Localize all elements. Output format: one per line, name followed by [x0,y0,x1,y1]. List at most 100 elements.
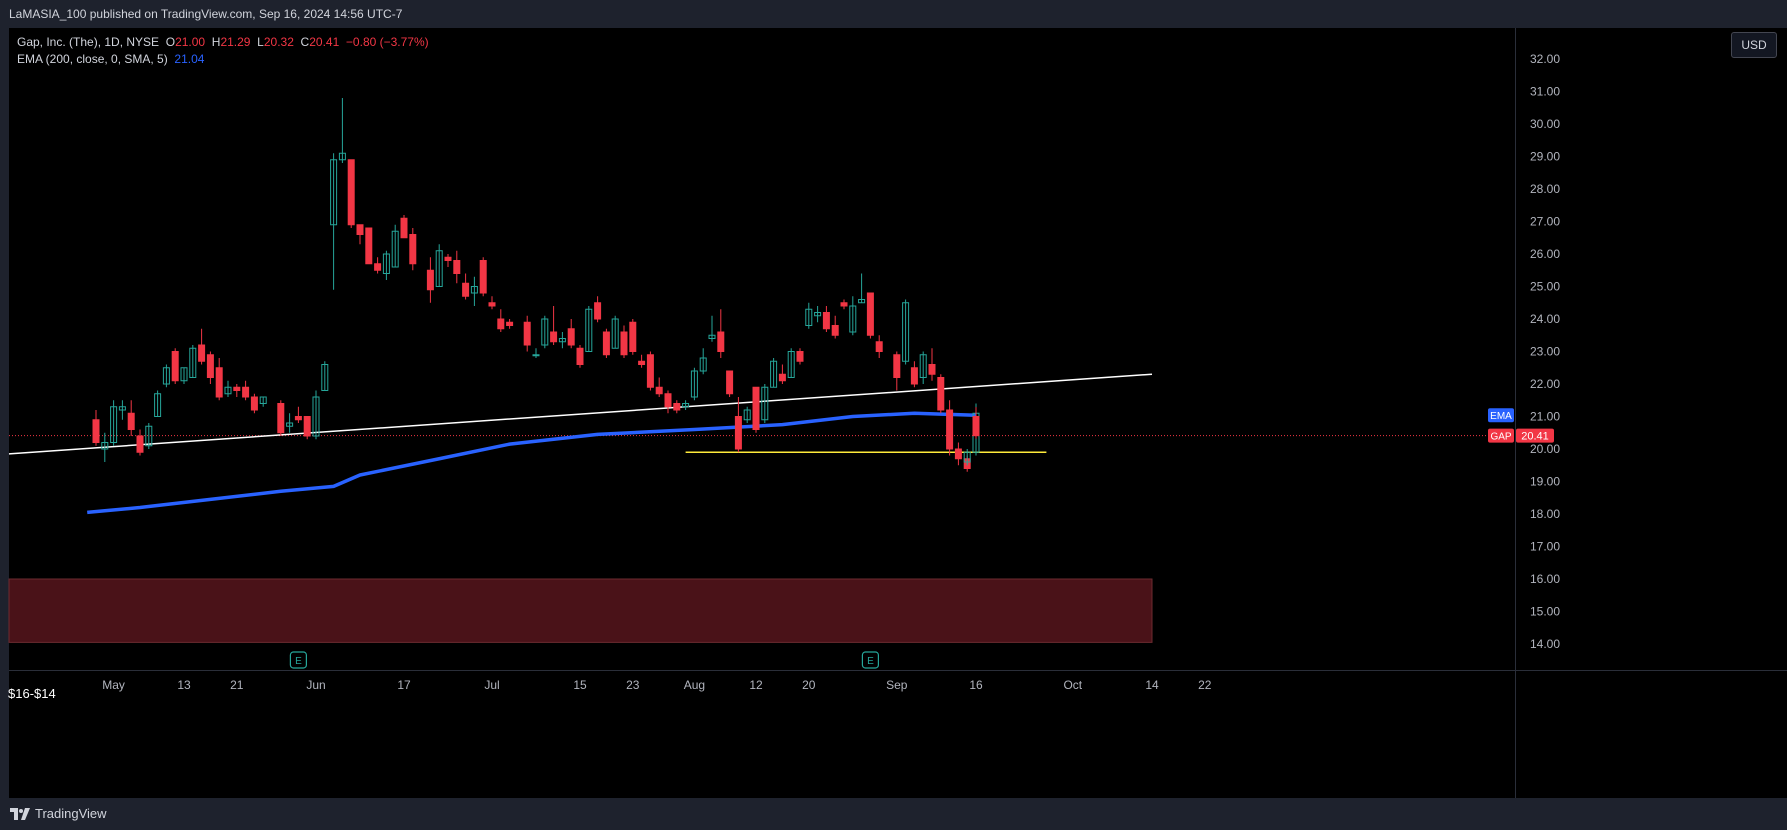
close-label: C [300,35,310,49]
candle-body [752,386,760,430]
candle-body [576,347,584,365]
candle-body [277,403,285,434]
y-tick-label: 19.00 [1530,475,1560,489]
candle-body [470,286,478,294]
left-frame [0,28,9,798]
last-price-badge [1516,428,1554,443]
earnings-marker-label: E [295,656,302,667]
candle-body [567,328,575,346]
candle-body [972,416,980,437]
candle-body [338,152,346,161]
candle-body [365,227,373,265]
candle-body [162,367,170,385]
candle-body [312,396,320,437]
candle-body [391,230,399,268]
x-tick-label: 12 [749,678,763,692]
low-value: 20.32 [263,35,294,49]
candle-body [303,416,311,437]
candle-body [233,386,241,391]
price-badge-tag-label: GAP [1490,432,1511,443]
price-chart[interactable]: 14.00 15.00 16.00 17.00 18.00 19.00 20.00 21.00… [0,28,1787,798]
y-tick-label: 14.00 [1530,637,1560,651]
candle-body [145,425,153,447]
candle-body [426,269,434,291]
candle-body [875,341,883,352]
candle-body [664,393,672,408]
zone-label: $16-$14 [8,686,56,701]
candle-body [171,351,179,382]
candle-body [101,442,109,450]
candle-body [805,308,813,326]
candle-body [831,325,839,336]
candle-body [928,364,936,375]
candle-body [699,357,707,372]
candle-body [620,331,628,356]
candle-body [215,367,223,398]
x-tick-label: 14 [1145,678,1159,692]
candle-body [602,331,610,356]
candle-body [796,351,804,362]
candle-body [127,412,135,430]
candle-body [638,360,646,365]
tradingview-brand[interactable]: TradingView [10,806,107,821]
candle-body [726,370,734,395]
candle-body [734,416,742,450]
candle-body [154,393,162,417]
candle-body [198,344,206,362]
x-tick-label: 23 [626,678,640,692]
candle-body [488,302,496,307]
open-label: O [165,35,176,49]
candle-body [224,386,232,395]
earnings-marker-label: E [867,656,874,667]
candle-body [866,292,874,336]
candle-body [435,250,443,287]
y-tick-label: 31.00 [1530,85,1560,99]
candle-body [409,234,417,265]
symbol-label: Gap, Inc. (The), 1D, NYSE [17,35,160,49]
x-tick-label: Jul [484,678,499,692]
x-tick-label: Oct [1063,678,1082,692]
candle-body [382,253,390,274]
x-tick-label: 22 [1198,678,1212,692]
x-tick-label: 17 [397,678,411,692]
candle-body [919,354,927,378]
candle-body [136,435,144,453]
candle-body [356,224,364,235]
candle-body [110,406,118,443]
price-badge-tag [1488,428,1514,443]
low-label: L [257,35,264,49]
candle-body [242,386,250,398]
demand-zone [8,578,1153,643]
close-value: 20.41 [309,35,340,49]
candle-body [444,256,452,261]
candle-body [497,318,505,330]
candle-body [778,373,786,382]
candle-body [532,354,540,357]
x-tick-label: Jun [306,678,325,692]
x-tick-label: May [102,678,125,692]
candle-body [902,302,910,362]
y-tick-label: 29.00 [1530,150,1560,164]
last-price-badge-label: 20.41 [1521,431,1549,443]
currency-button[interactable]: USD [1731,32,1777,58]
candle-body [462,282,470,297]
y-tick-label: 27.00 [1530,215,1560,229]
y-tick-label: 32.00 [1530,52,1560,66]
candle-body [180,367,188,382]
ema-label: EMA (200, close, 0, SMA, 5) [17,52,168,66]
y-tick-label: 18.00 [1530,507,1560,521]
footer-bar [0,798,1787,830]
candle-body [682,403,690,408]
candle-body [330,159,338,226]
y-tick-label: 24.00 [1530,312,1560,326]
y-tick-label: 30.00 [1530,117,1560,131]
publish-bar: LaMASIA_100 published on TradingView.com… [0,0,1787,28]
publish-info: LaMASIA_100 published on TradingView.com… [9,7,403,21]
y-tick-label: 26.00 [1530,247,1560,261]
x-tick-label: 21 [230,678,244,692]
candle-body [770,360,778,388]
candle-body [629,321,637,352]
ema-legend[interactable]: EMA (200, close, 0, SMA, 5) 21.04 [17,52,204,66]
candle-body [321,364,329,391]
candle-body [849,305,857,333]
